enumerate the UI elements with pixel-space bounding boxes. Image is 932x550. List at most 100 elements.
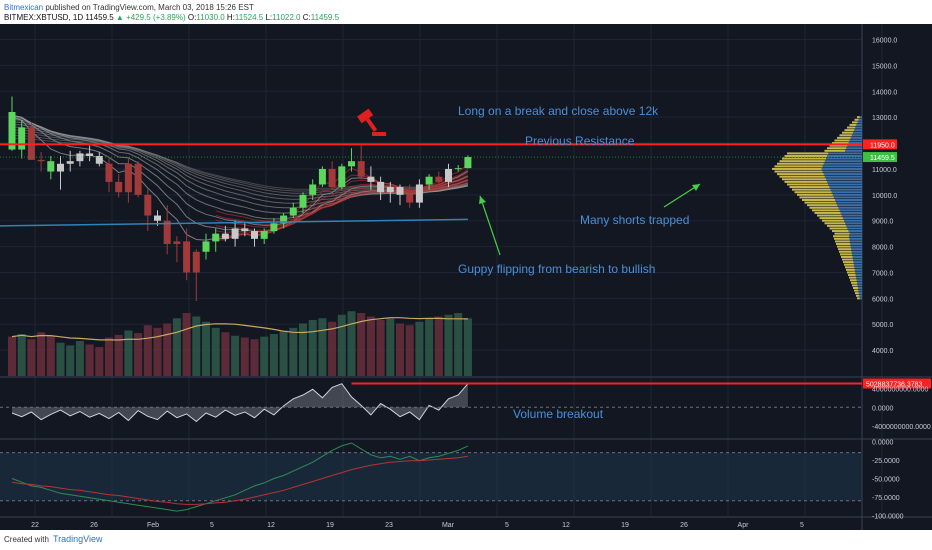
arrowhead-guppy bbox=[479, 196, 486, 204]
profile-bar-down bbox=[827, 224, 847, 227]
chart-area[interactable]: 5028837736.3783 4000000000.0000 0.0000 -400… bbox=[0, 24, 932, 530]
profile-bar-up bbox=[827, 180, 862, 183]
candle-body bbox=[338, 166, 346, 188]
volume-bar bbox=[289, 327, 298, 376]
profile-bar-up bbox=[838, 206, 862, 209]
volume-bar bbox=[269, 334, 278, 376]
profile-bar-down bbox=[842, 131, 853, 134]
price-tick-label: 10000.0 bbox=[872, 193, 897, 200]
profile-bar-up bbox=[833, 196, 862, 199]
profile-bar-down bbox=[847, 126, 856, 129]
time-axis: 22 26 Feb 5 12 19 23 Mar 5 12 19 26 Apr 5 bbox=[31, 522, 804, 529]
sma-line bbox=[0, 218, 468, 227]
profile-bar-down bbox=[834, 237, 850, 240]
profile-bar-up bbox=[858, 292, 862, 295]
last-price-tag-label: 11459.5 bbox=[870, 155, 895, 162]
profile-bar-down bbox=[834, 232, 850, 235]
profile-bar-up bbox=[856, 279, 862, 282]
profile-bar-up bbox=[854, 129, 862, 132]
candle-body bbox=[105, 163, 113, 182]
volume-bar bbox=[328, 321, 337, 376]
profile-bar-up bbox=[828, 152, 862, 155]
guppy-line-fast bbox=[215, 181, 469, 222]
time-tick-label: 22 bbox=[31, 522, 39, 529]
candle-body bbox=[309, 184, 317, 195]
profile-bar-down bbox=[822, 219, 844, 222]
annotation-guppy: Guppy flipping from bearish to bullish bbox=[458, 262, 655, 276]
profile-bar-down bbox=[855, 292, 859, 295]
profile-bar-down bbox=[851, 281, 858, 284]
profile-bar-up bbox=[850, 136, 862, 139]
open-value: 11030.0 bbox=[196, 13, 225, 22]
profile-bar-down bbox=[829, 227, 848, 230]
candle-body bbox=[464, 157, 472, 169]
profile-bar-up bbox=[851, 134, 862, 137]
volume-bar bbox=[444, 314, 453, 376]
high-label: H: bbox=[226, 13, 235, 22]
candle-body bbox=[115, 181, 123, 193]
oscillator-tag-label: 5028837736.3783 bbox=[866, 382, 923, 389]
profile-bar-up bbox=[859, 294, 862, 297]
volume-bar bbox=[182, 313, 191, 376]
candle-body bbox=[57, 163, 64, 172]
volume-bar bbox=[17, 334, 26, 376]
volume-bar bbox=[172, 318, 181, 376]
oscillator-tick-label: 4000000000.0000 bbox=[872, 386, 929, 393]
profile-bar-down bbox=[774, 170, 823, 173]
candle-body bbox=[280, 215, 288, 224]
oscillator-band bbox=[0, 452, 862, 501]
annotation-resistance: Previous Resistance bbox=[525, 134, 635, 148]
profile-bar-up bbox=[857, 281, 862, 284]
volume-bar bbox=[240, 337, 249, 376]
candle-body bbox=[95, 156, 103, 164]
volume-bar bbox=[396, 323, 404, 376]
close-value: 11459.5 bbox=[310, 13, 340, 22]
candle-body bbox=[270, 223, 278, 232]
volume-bar bbox=[211, 327, 220, 376]
profile-bar-down bbox=[817, 214, 842, 217]
oscillator2-tick-label: -75.0000 bbox=[872, 495, 900, 502]
volume-bar bbox=[366, 316, 375, 376]
volume-bar bbox=[56, 342, 65, 376]
time-tick-label: 5 bbox=[800, 522, 804, 529]
time-tick-label: 5 bbox=[505, 522, 509, 529]
tradingview-logo[interactable]: TradingView bbox=[53, 534, 103, 544]
volume-bar bbox=[202, 321, 210, 376]
profile-bar-down bbox=[836, 243, 851, 245]
profile-bar-down bbox=[835, 240, 850, 243]
annotation-volume: Volume breakout bbox=[513, 407, 604, 421]
price-tick-label: 8000.0 bbox=[872, 245, 894, 252]
profile-bar-up bbox=[856, 276, 862, 279]
profile-bar-up bbox=[831, 191, 862, 194]
volume-bar bbox=[114, 334, 123, 376]
candle-body bbox=[299, 194, 307, 208]
profile-bar-up bbox=[858, 118, 862, 121]
profile-bar-down bbox=[852, 284, 858, 287]
profile-bar-down bbox=[838, 248, 852, 251]
profile-bar-down bbox=[849, 123, 857, 126]
profile-bar-up bbox=[848, 235, 862, 238]
profile-bar-down bbox=[782, 178, 826, 181]
time-tick-label: 26 bbox=[90, 522, 98, 529]
candle-body bbox=[367, 176, 375, 182]
volume-bar bbox=[308, 320, 317, 376]
price-tick-label: 14000.0 bbox=[872, 89, 897, 96]
candle-body bbox=[415, 184, 423, 203]
profile-bar-down bbox=[827, 147, 847, 150]
profile-bar-up bbox=[845, 222, 862, 225]
oscillator-tick-label: 0.0000 bbox=[872, 405, 894, 412]
profile-bar-up bbox=[847, 144, 862, 147]
oscillator2-tick-label: -50.0000 bbox=[872, 477, 900, 484]
profile-bar-down bbox=[856, 294, 860, 297]
profile-bar-down bbox=[797, 193, 833, 196]
candle-body bbox=[425, 176, 433, 185]
profile-bar-up bbox=[853, 263, 862, 266]
candle-body bbox=[348, 161, 355, 167]
gavel-icon bbox=[357, 108, 378, 132]
time-tick-label: 19 bbox=[621, 522, 629, 529]
profile-bar-up bbox=[847, 227, 862, 230]
author-link[interactable]: Bitmexican bbox=[4, 3, 44, 12]
profile-bar-down bbox=[837, 245, 851, 248]
profile-bar-up bbox=[826, 157, 862, 160]
